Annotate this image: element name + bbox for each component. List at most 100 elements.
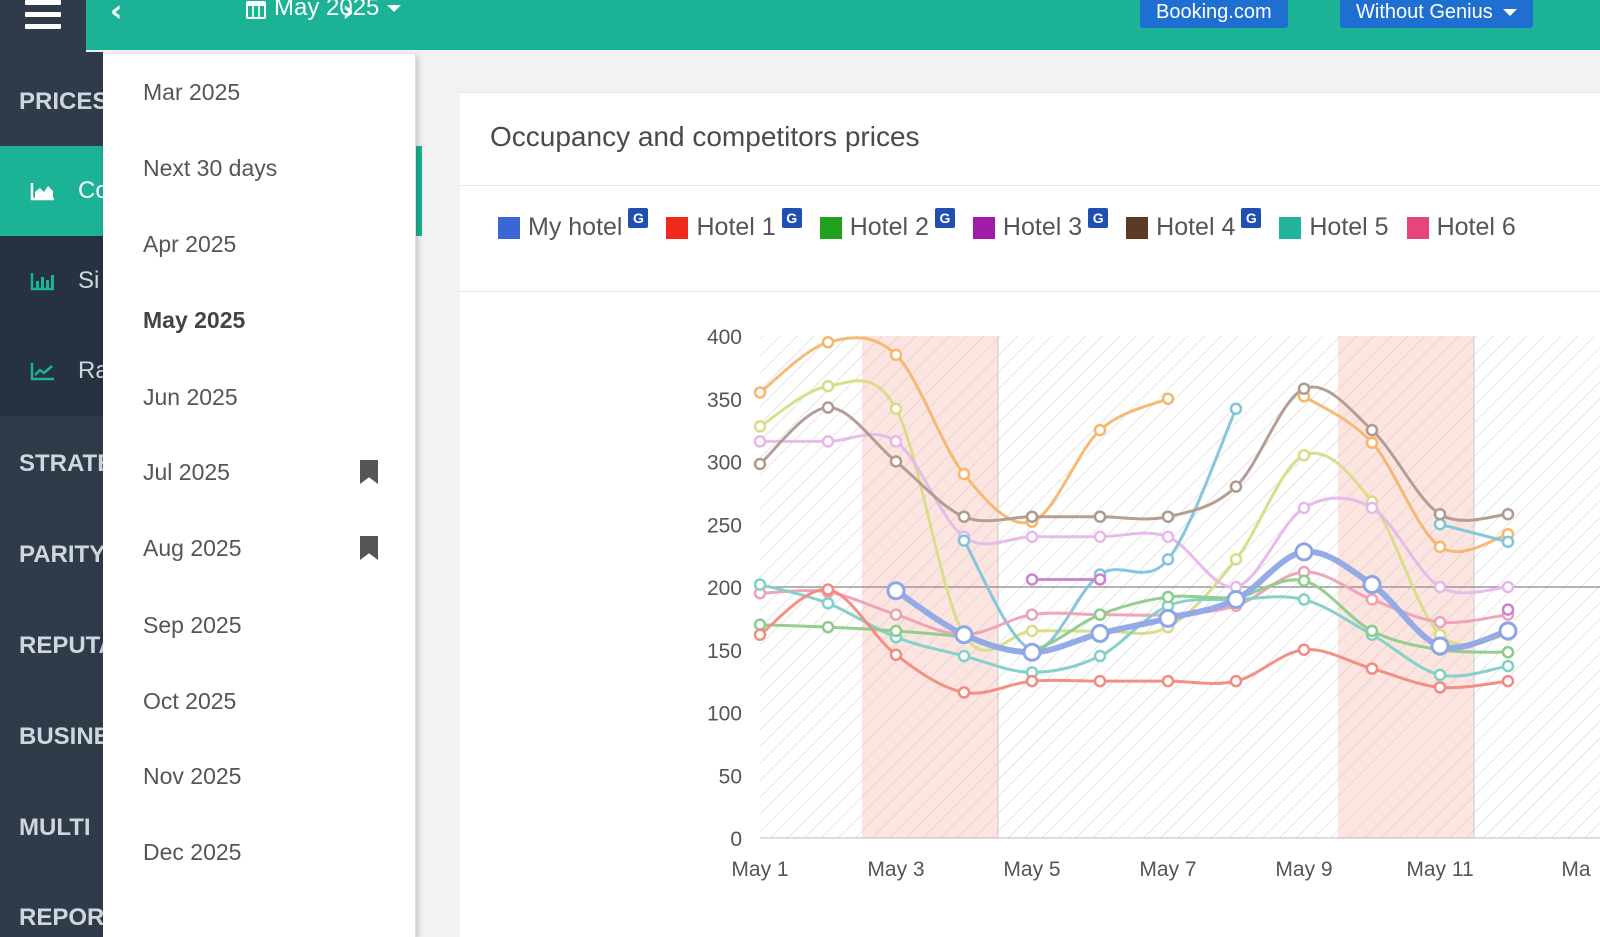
data-point xyxy=(1226,590,1246,610)
data-point xyxy=(1161,530,1175,544)
data-point xyxy=(957,534,971,547)
period-option[interactable]: Dec 2025 xyxy=(103,832,416,872)
sidebar-section-business[interactable]: BUSINE xyxy=(19,723,103,750)
sidebar-section-reputation[interactable]: REPUTA xyxy=(19,632,103,659)
data-point xyxy=(821,583,835,596)
legend-label: Hotel 4 xyxy=(1156,213,1236,241)
period-option[interactable]: Next 30 days xyxy=(103,148,416,188)
data-point xyxy=(753,386,767,399)
data-point xyxy=(1430,636,1450,656)
y-tick-label: 250 xyxy=(707,514,742,537)
data-point xyxy=(1229,402,1243,416)
genius-badge-icon: G xyxy=(1241,207,1262,228)
y-tick-label: 350 xyxy=(707,389,742,412)
data-point xyxy=(889,402,903,416)
data-point xyxy=(1433,681,1447,694)
data-point xyxy=(753,420,767,433)
data-point xyxy=(1161,553,1175,566)
top-bar: ‹ May 2025 › Booking.com Without Genius xyxy=(86,0,1600,50)
period-option[interactable]: Jul 2025 xyxy=(103,452,416,492)
booking-com-button[interactable]: Booking.com xyxy=(1140,0,1288,28)
sidebar-item-rates[interactable]: Ra xyxy=(0,326,103,416)
legend-item-hotel-6[interactable]: Hotel 6 xyxy=(1406,213,1516,242)
legend-item-hotel-1[interactable]: Hotel 1 G xyxy=(666,207,802,242)
menu-toggle[interactable] xyxy=(0,0,86,52)
data-point xyxy=(1022,642,1042,662)
period-option-label: May 2025 xyxy=(143,306,246,333)
period-option-label: Nov 2025 xyxy=(143,762,242,789)
legend-swatch xyxy=(1406,216,1429,239)
period-option[interactable]: Apr 2025 xyxy=(103,224,416,264)
next-period-button[interactable]: › xyxy=(342,0,355,29)
data-point xyxy=(1093,608,1107,621)
legend-item-hotel-4[interactable]: Hotel 4 G xyxy=(1126,207,1262,242)
period-option-label: Dec 2025 xyxy=(143,838,242,865)
sidebar-section-prices[interactable]: PRICES xyxy=(19,88,103,115)
data-point xyxy=(1433,580,1447,594)
y-tick-label: 150 xyxy=(707,640,742,663)
data-point xyxy=(1025,510,1039,523)
data-point xyxy=(753,628,767,641)
data-point xyxy=(1093,510,1107,523)
data-point xyxy=(1297,643,1311,656)
previous-period-button[interactable]: ‹ xyxy=(110,0,123,29)
booking-com-label: Booking.com xyxy=(1156,0,1272,23)
sidebar-section-parity[interactable]: PARITY xyxy=(19,541,103,568)
data-point xyxy=(1229,480,1243,493)
period-option[interactable]: Aug 2025 xyxy=(103,528,416,568)
period-option[interactable]: Sep 2025 xyxy=(103,605,416,645)
legend-item-hotel-2[interactable]: Hotel 2 G xyxy=(819,207,955,242)
sidebar-item-similar[interactable]: Si xyxy=(0,236,103,326)
period-option[interactable]: Jun 2025 xyxy=(103,377,416,417)
period-selector[interactable]: May 2025 xyxy=(246,0,402,22)
data-point xyxy=(1365,423,1379,437)
y-tick-label: 50 xyxy=(719,765,742,788)
data-point xyxy=(821,401,835,414)
data-point xyxy=(1093,423,1107,437)
data-point xyxy=(1501,659,1515,673)
data-point xyxy=(1365,624,1379,638)
legend-item-hotel-5[interactable]: Hotel 5 xyxy=(1279,213,1389,242)
legend-label: Hotel 1 xyxy=(696,213,776,241)
sidebar-section-strategy[interactable]: STRATE xyxy=(19,450,103,477)
data-point xyxy=(1501,674,1515,688)
chart-legend: My hotel G Hotel 1 G Hotel 2 G Hotel 3 G… xyxy=(498,207,1516,242)
period-option-label: Jun 2025 xyxy=(143,383,238,410)
data-point xyxy=(821,379,835,393)
data-point xyxy=(1297,593,1311,606)
sidebar-section-reports[interactable]: REPOR xyxy=(19,904,103,931)
genius-filter-button[interactable]: Without Genius xyxy=(1340,0,1533,28)
sidebar-item-label: Si xyxy=(78,267,100,294)
sidebar-section-multi[interactable]: MULTI xyxy=(19,814,91,841)
area-chart-icon xyxy=(30,181,56,201)
period-option-label: Apr 2025 xyxy=(143,230,237,257)
y-tick-label: 0 xyxy=(730,828,742,851)
x-tick-label: May 7 xyxy=(1139,858,1196,881)
legend-item-hotel-3[interactable]: Hotel 3 G xyxy=(972,207,1109,242)
y-tick-label: 200 xyxy=(707,577,742,600)
period-option[interactable]: Mar 2025 xyxy=(103,72,416,112)
data-point xyxy=(1501,603,1515,616)
y-tick-label: 400 xyxy=(707,326,742,349)
genius-badge-icon: G xyxy=(934,207,955,228)
data-point xyxy=(1025,674,1039,688)
legend-label: Hotel 6 xyxy=(1436,213,1516,241)
data-point xyxy=(1365,501,1379,515)
period-option-label: Sep 2025 xyxy=(143,611,242,638)
sidebar-item-competitors[interactable]: Co xyxy=(0,146,103,236)
data-point xyxy=(1093,573,1107,586)
data-point xyxy=(1297,382,1311,395)
divider xyxy=(460,185,1600,186)
genius-badge-icon: G xyxy=(781,207,802,228)
period-option[interactable]: Nov 2025 xyxy=(103,756,416,796)
period-option[interactable]: Oct 2025 xyxy=(103,681,416,721)
period-label: May 2025 xyxy=(274,0,380,21)
data-point xyxy=(1365,662,1379,675)
period-option-label: Next 30 days xyxy=(143,154,278,181)
data-point xyxy=(753,618,767,631)
data-point xyxy=(1025,624,1039,638)
period-option-selected[interactable]: May 2025 xyxy=(103,300,416,340)
legend-swatch xyxy=(972,216,995,239)
period-option-label: Jul 2025 xyxy=(143,458,230,485)
legend-item-my-hotel[interactable]: My hotel G xyxy=(498,207,649,242)
